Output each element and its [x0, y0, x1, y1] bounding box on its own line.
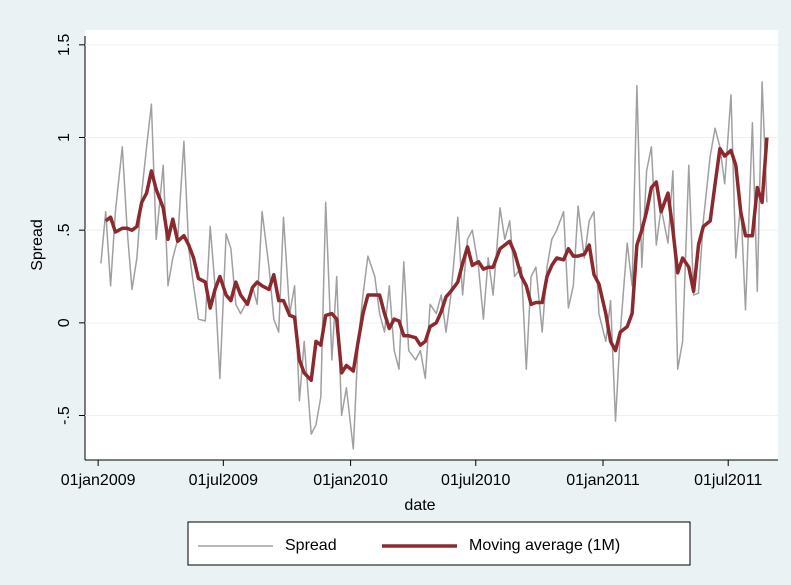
y-tick-label: 1.5 — [56, 34, 73, 56]
x-axis-title: date — [404, 497, 435, 514]
x-tick-label: 01jul2010 — [441, 472, 511, 489]
x-tick-label: 01jul2011 — [694, 472, 762, 489]
y-tick-label: -.5 — [56, 406, 73, 425]
x-tick-label: 01jan2009 — [61, 472, 136, 489]
y-tick-label: 0 — [56, 318, 73, 327]
plot-area — [85, 30, 778, 460]
x-tick-label: 01jul2009 — [189, 472, 259, 489]
y-tick-label: .5 — [56, 223, 73, 236]
series-line — [104, 137, 769, 383]
legend-box — [187, 521, 691, 566]
x-tick-label: 01jan2011 — [566, 472, 640, 489]
legend-label: Spread — [285, 537, 337, 554]
legend-label: Moving average (1M) — [469, 537, 620, 554]
x-tick-label: 01jan2010 — [313, 472, 388, 489]
series-line — [100, 81, 768, 450]
y-axis-title: Spread — [29, 219, 46, 271]
y-tick-label: 1 — [56, 133, 73, 142]
